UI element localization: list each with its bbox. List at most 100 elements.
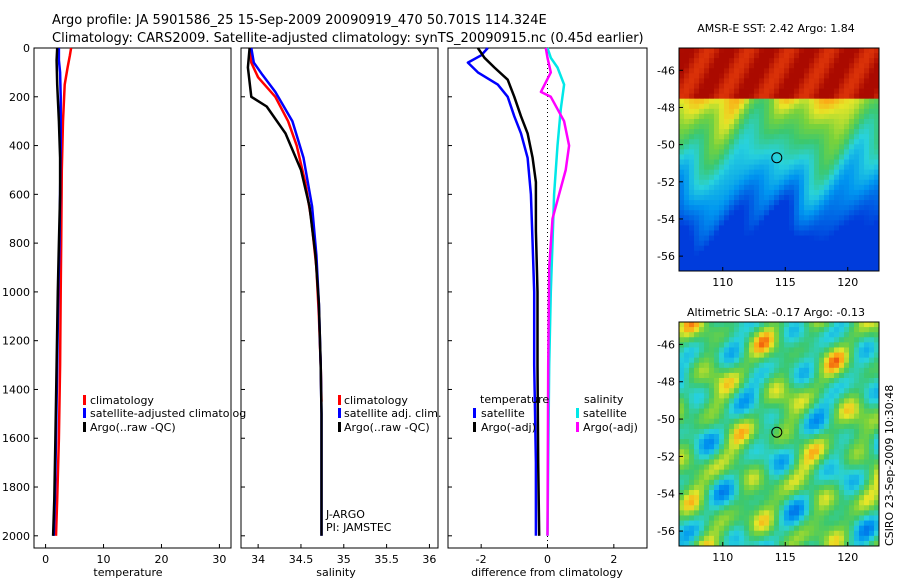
map-cell	[864, 118, 870, 125]
map-cell	[769, 108, 775, 115]
map-cell	[724, 129, 730, 135]
map-cell	[779, 423, 785, 430]
map-cell	[849, 322, 855, 328]
map-cell	[749, 63, 755, 69]
map-cell	[804, 255, 810, 262]
map-cell	[874, 520, 880, 527]
map-cell	[704, 124, 710, 130]
map-cell	[719, 225, 725, 231]
salinity-legend: climatology satellite adj. clim. Argo(..…	[338, 394, 441, 434]
map-cell	[799, 245, 805, 252]
map-cell	[874, 449, 880, 455]
map-cell	[764, 439, 770, 445]
map-cell	[774, 342, 780, 348]
map-cell	[714, 78, 720, 84]
map-lon-tick-label: 120	[837, 551, 858, 564]
map-cell	[759, 189, 765, 196]
map-cell	[689, 134, 695, 140]
map-cell	[829, 179, 835, 186]
map-cell	[854, 459, 860, 465]
map-cell	[719, 398, 725, 404]
map-cell	[854, 520, 860, 527]
map-cell	[814, 444, 820, 450]
map-cell	[739, 418, 745, 425]
map-cell	[789, 225, 795, 231]
map-cell	[809, 159, 815, 165]
map-cell	[849, 474, 855, 481]
map-cell	[739, 63, 745, 69]
map-cell	[814, 93, 820, 100]
map-cell	[689, 525, 695, 532]
map-cell	[769, 357, 775, 364]
map-cell	[699, 230, 705, 236]
map-cell	[854, 169, 860, 176]
map-cell	[859, 520, 865, 527]
map-cell	[684, 129, 690, 135]
map-cell	[684, 184, 690, 191]
map-cell	[729, 235, 735, 241]
map-cell	[824, 53, 830, 59]
map-cell	[739, 367, 745, 374]
map-cell	[694, 144, 700, 150]
map-cell	[754, 464, 760, 471]
map-cell	[759, 179, 765, 186]
map-cell	[764, 83, 770, 89]
map-cell	[869, 58, 875, 64]
map-cell	[819, 63, 825, 69]
map-cell	[869, 118, 875, 125]
map-cell	[694, 500, 700, 506]
map-cell	[779, 464, 785, 471]
map-cell	[704, 327, 710, 333]
map-cell	[784, 159, 790, 165]
difference-axis-label: difference from climatology	[471, 566, 623, 579]
map-cell	[714, 129, 720, 135]
map-cell	[684, 189, 690, 196]
map-cell	[694, 367, 700, 374]
map-cell	[774, 383, 780, 389]
map-cell	[779, 225, 785, 231]
map-cell	[824, 398, 830, 404]
map-cell	[714, 215, 720, 221]
map-cell	[719, 48, 725, 54]
map-cell	[709, 93, 715, 100]
map-cell	[794, 383, 800, 389]
map-cell	[734, 423, 740, 430]
map-cell	[739, 398, 745, 404]
map-cell	[734, 88, 740, 95]
map-cell	[874, 530, 880, 537]
map-cell	[754, 540, 760, 547]
map-cell	[774, 530, 780, 537]
map-cell	[694, 255, 700, 262]
map-cell	[784, 403, 790, 409]
map-cell	[774, 525, 780, 532]
map-cell	[709, 418, 715, 425]
map-cell	[849, 144, 855, 150]
map-cell	[844, 240, 850, 247]
map-cell	[709, 194, 715, 201]
map-cell	[734, 58, 740, 64]
map-cell	[809, 347, 815, 353]
figure-title-line2: Climatology: CARS2009. Satellite-adjuste…	[52, 31, 644, 46]
map-cell	[769, 444, 775, 450]
map-cell	[774, 357, 780, 364]
map-cell	[679, 235, 685, 241]
map-cell	[719, 179, 725, 186]
map-cell	[794, 484, 800, 491]
map-cell	[829, 164, 835, 171]
map-cell	[829, 169, 835, 176]
map-cell	[719, 174, 725, 181]
map-cell	[854, 250, 860, 257]
map-cell	[814, 459, 820, 465]
map-cell	[839, 469, 845, 476]
map-cell	[834, 372, 840, 379]
map-cell	[749, 530, 755, 537]
map-cell	[754, 134, 760, 140]
map-cell	[729, 393, 735, 399]
map-cell	[714, 139, 720, 145]
map-cell	[679, 240, 685, 247]
map-cell	[799, 520, 805, 527]
map-cell	[779, 118, 785, 125]
map-cell	[764, 179, 770, 186]
map-cell	[689, 367, 695, 374]
map-cell	[859, 434, 865, 440]
